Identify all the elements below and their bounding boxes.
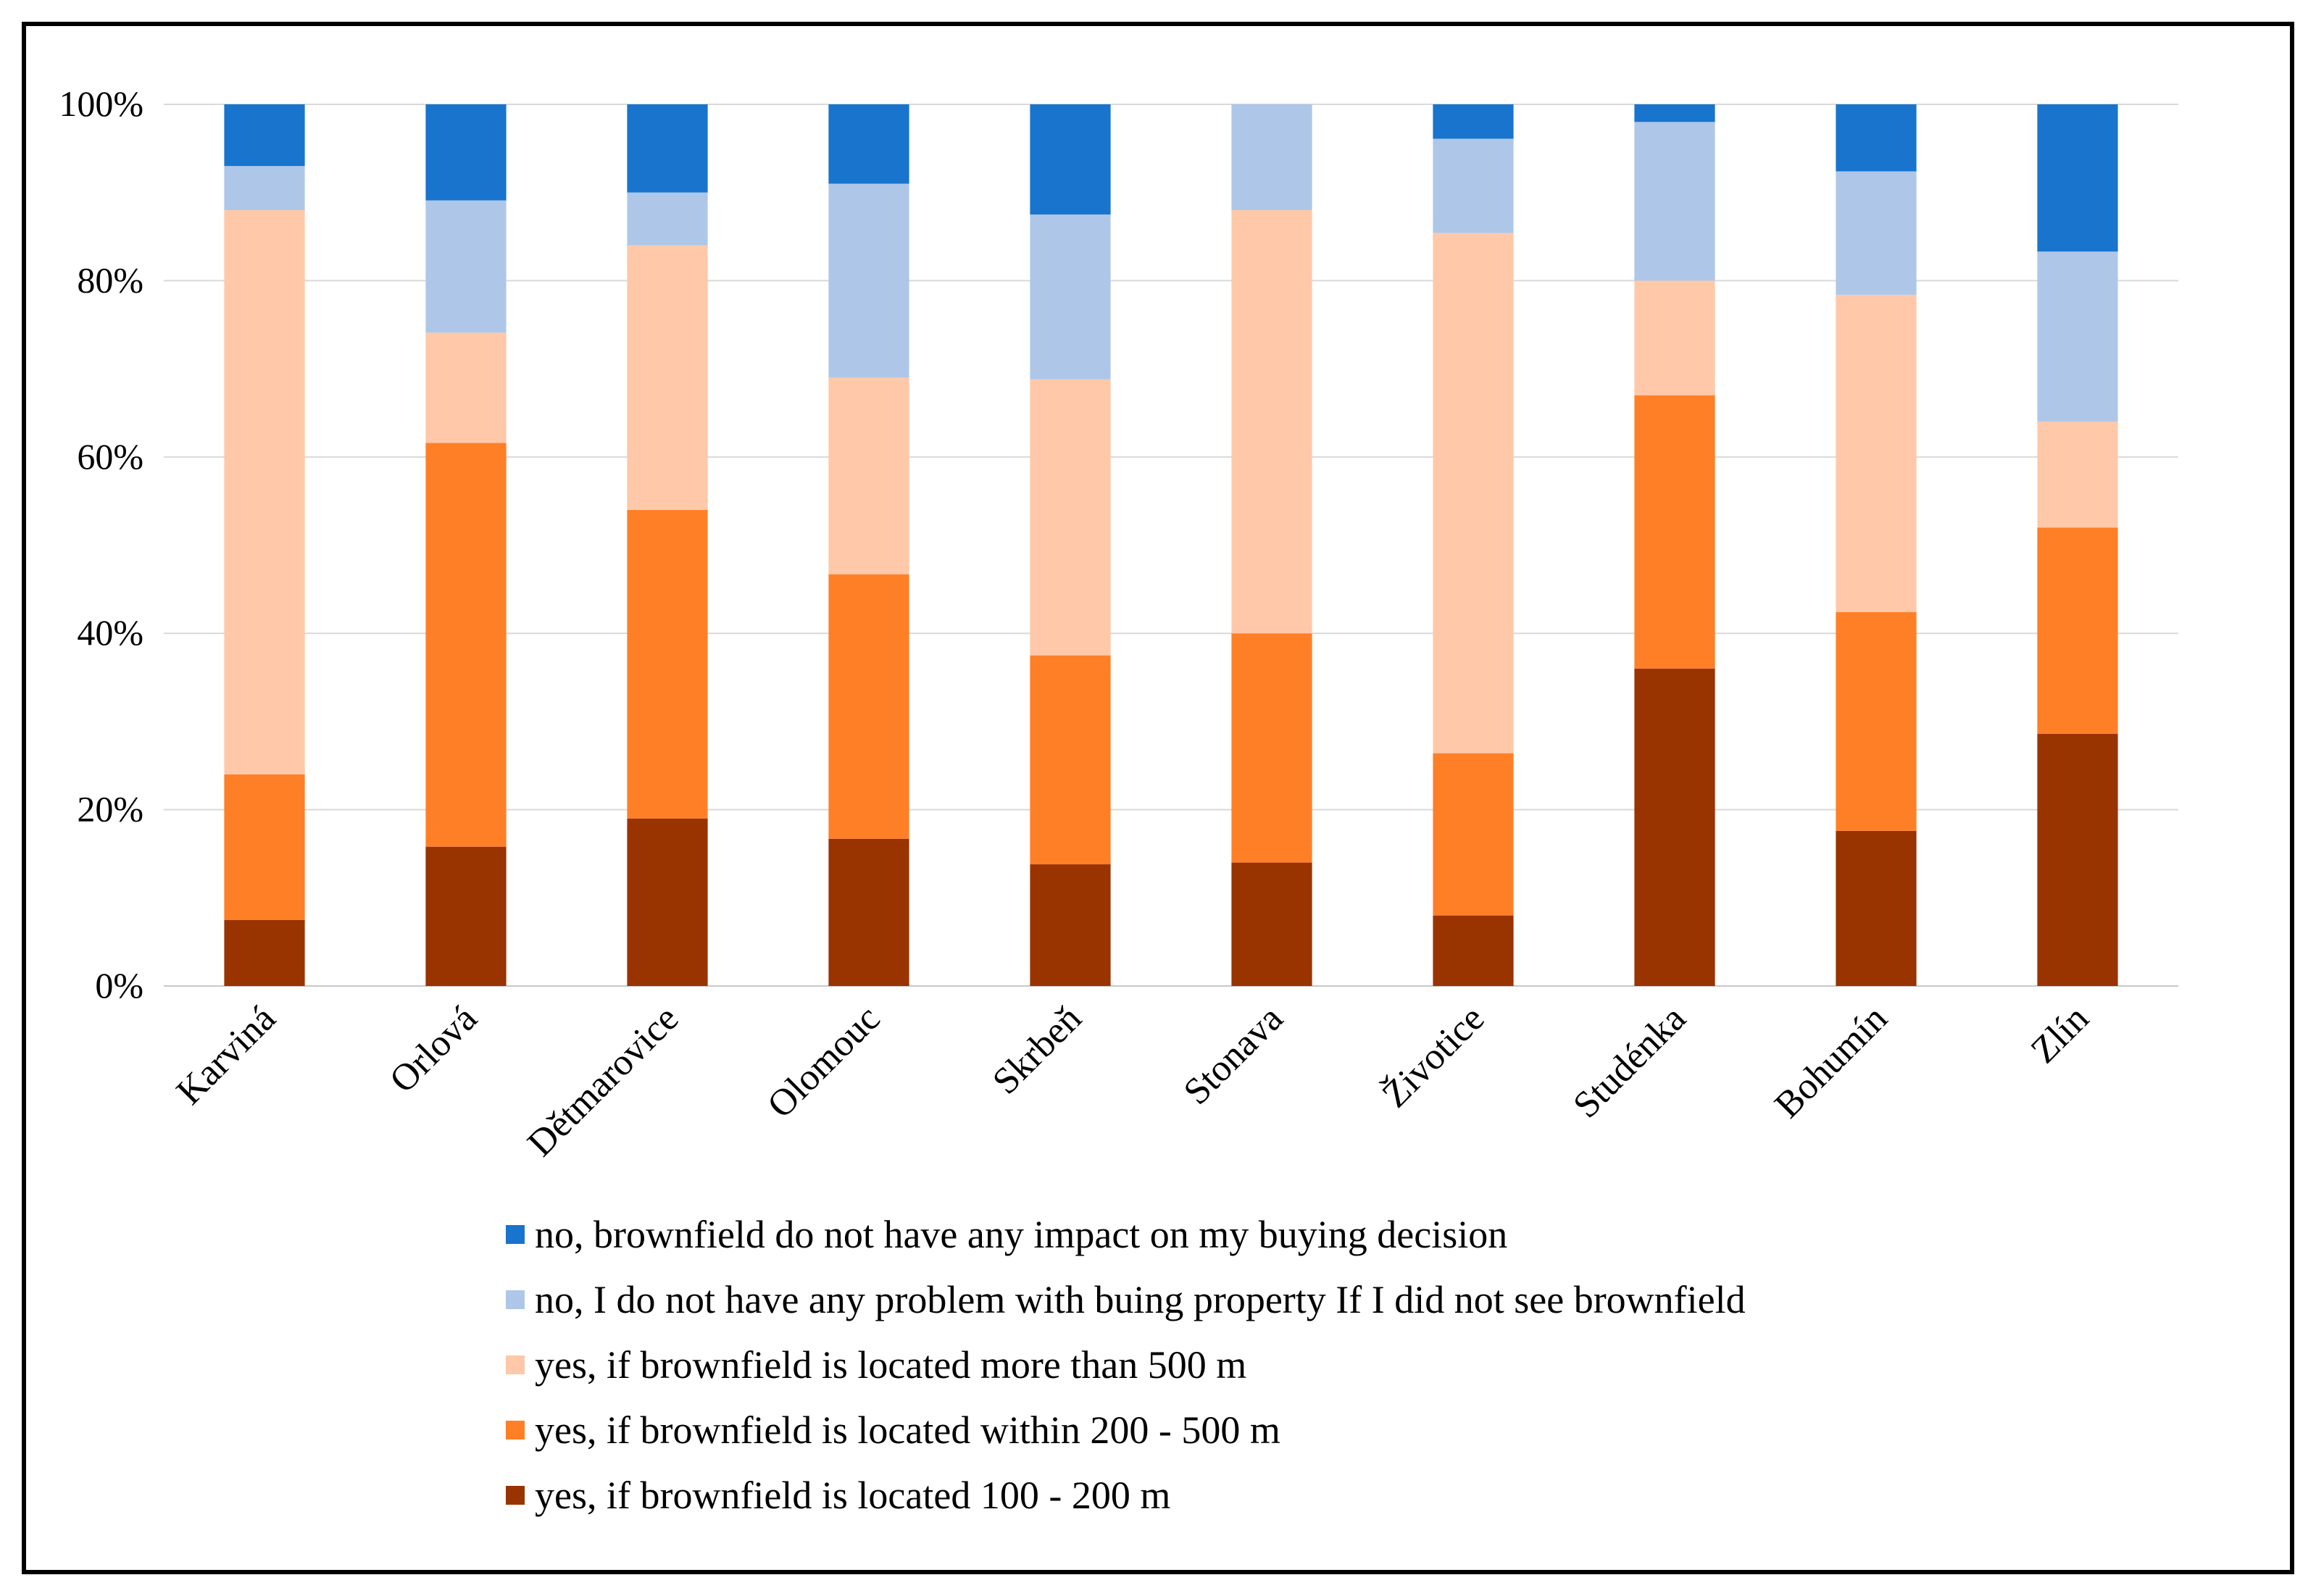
bar-segment: [1231, 862, 1312, 986]
x-tick-label: Karviná: [169, 998, 284, 1113]
y-tick-label: 100%: [59, 83, 143, 124]
x-tick-label: Životice: [1374, 997, 1493, 1116]
x-tick-label: Orlová: [382, 998, 485, 1100]
legend-item: yes, if brownfield is located 100 - 200 …: [506, 1474, 1170, 1517]
legend-swatch: [506, 1225, 525, 1244]
bar-segment: [1231, 104, 1312, 211]
legend-label: no, I do not have any problem with buing…: [535, 1278, 1746, 1321]
bar-segment: [425, 333, 507, 443]
x-axis-ticks: Karviná Orlová Dětmarovice Olomouc Skrbeň Sto…: [169, 997, 2097, 1164]
bar-segment: [828, 104, 909, 184]
bar-segment: [627, 104, 708, 193]
y-tick-label: 20%: [77, 789, 143, 830]
y-tick-label: 0%: [95, 965, 143, 1006]
bar-segment: [1030, 655, 1111, 865]
bar-segment: [425, 200, 507, 333]
bar-segment: [828, 377, 909, 575]
bar-segment: [224, 210, 305, 774]
bar-segment: [2037, 527, 2118, 734]
bar-segment: [1634, 395, 1715, 669]
legend-item: yes, if brownfield is located within 200…: [506, 1408, 1280, 1452]
bar-segment: [1030, 379, 1111, 656]
legend-item: no, brownfield do not have any impact on…: [506, 1213, 1507, 1256]
bar-segment: [1433, 233, 1514, 753]
bar-segment: [1634, 104, 1715, 122]
bar-segment: [1836, 830, 1917, 986]
bar-segment: [828, 838, 909, 986]
bar-segment: [1030, 104, 1111, 215]
bar-segment: [1634, 280, 1715, 396]
x-tick-label: Skrbeň: [985, 998, 1089, 1102]
bar-segment: [1836, 171, 1917, 295]
bar-segment: [425, 104, 507, 201]
bar-segment: [1231, 633, 1312, 863]
legend-swatch: [506, 1421, 525, 1440]
bar-segment: [224, 166, 305, 211]
x-tick-label: Olomouc: [759, 998, 888, 1126]
bar-segment: [2037, 422, 2118, 528]
bar-segment: [1433, 753, 1514, 916]
bar-segment: [1433, 104, 1514, 139]
bar-segment: [224, 919, 305, 986]
y-axis-ticks: 0% 20% 40% 60% 80% 100%: [59, 83, 143, 1006]
y-tick-label: 40%: [77, 612, 143, 653]
bar-segment: [627, 245, 708, 510]
bars: [224, 104, 2118, 986]
bar-segment: [828, 183, 909, 378]
legend: no, brownfield do not have any impact on…: [506, 1213, 1746, 1517]
legend-swatch: [506, 1355, 525, 1374]
legend-swatch: [506, 1486, 525, 1505]
x-tick-label: Dětmarovice: [520, 998, 686, 1164]
bar-segment: [1030, 864, 1111, 986]
bar-segment: [1433, 915, 1514, 986]
legend-item: yes, if brownfield is located more than …: [506, 1343, 1246, 1387]
bar-segment: [1030, 214, 1111, 380]
legend-label: yes, if brownfield is located 100 - 200 …: [535, 1474, 1170, 1517]
x-tick-label: Bohumín: [1767, 998, 1895, 1126]
legend-label: yes, if brownfield is located within 200…: [535, 1408, 1280, 1452]
bar-segment: [1836, 611, 1917, 831]
bar-segment: [425, 846, 507, 986]
bar-segment: [2037, 104, 2118, 252]
bar-segment: [1836, 294, 1917, 612]
bar-segment: [425, 443, 507, 847]
bar-segment: [2037, 733, 2118, 986]
legend-swatch: [506, 1290, 525, 1309]
bar-segment: [1836, 104, 1917, 172]
y-tick-label: 60%: [77, 436, 143, 477]
legend-label: no, brownfield do not have any impact on…: [535, 1213, 1507, 1256]
bar-segment: [1433, 138, 1514, 233]
legend-label: yes, if brownfield is located more than …: [535, 1343, 1246, 1387]
bar-segment: [828, 574, 909, 839]
bar-segment: [627, 509, 708, 819]
x-tick-label: Studénka: [1565, 998, 1694, 1126]
bar-segment: [1231, 210, 1312, 634]
bar-segment: [627, 192, 708, 246]
bar-segment: [224, 774, 305, 920]
legend-item: no, I do not have any problem with buing…: [506, 1278, 1746, 1321]
y-tick-label: 80%: [77, 259, 143, 300]
chart-frame: 0% 20% 40% 60% 80% 100% Karviná Orlová Dětmarov…: [22, 22, 2294, 1574]
bar-segment: [1634, 668, 1715, 986]
bar-segment: [627, 818, 708, 986]
x-tick-label: Zlín: [2023, 998, 2097, 1071]
x-tick-label: Stonava: [1176, 998, 1291, 1113]
bar-segment: [224, 104, 305, 167]
bar-segment: [1634, 122, 1715, 281]
bar-segment: [2037, 251, 2118, 422]
stacked-bar-chart: 0% 20% 40% 60% 80% 100% Karviná Orlová Dětmarov…: [59, 83, 2178, 1517]
